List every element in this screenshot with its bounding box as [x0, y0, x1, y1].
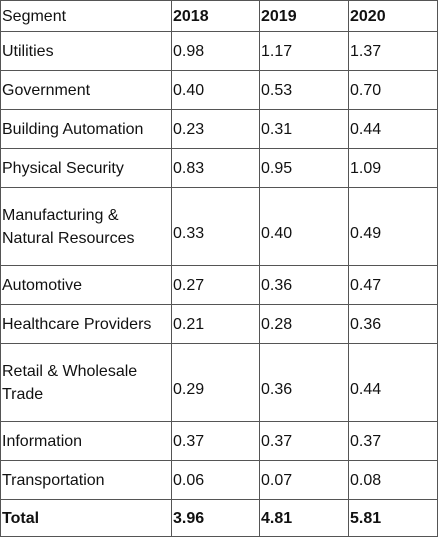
value-2019-cell: 0.31 — [259, 109, 349, 149]
segment-cell: Utilities — [0, 31, 172, 71]
segment-cell: Government — [0, 70, 172, 110]
value-2018-cell: 0.27 — [171, 265, 260, 305]
total-2020: 5.81 — [348, 499, 438, 537]
value-2018-cell: 0.06 — [171, 460, 260, 500]
value-2018-cell: 0.21 — [171, 304, 260, 344]
segment-cell: Manufacturing & Natural Resources — [0, 187, 172, 266]
value-2020-cell: 0.08 — [348, 460, 438, 500]
segment-cell: Information — [0, 421, 172, 461]
value-2019-cell: 0.95 — [259, 148, 349, 188]
value-2019-cell: 0.36 — [259, 265, 349, 305]
table-row: Physical Security 0.83 0.95 1.09 — [0, 148, 438, 188]
value-2019-cell: 0.37 — [259, 421, 349, 461]
total-2018: 3.96 — [171, 499, 260, 537]
table-row: Information 0.37 0.37 0.37 — [0, 421, 438, 461]
value-2020-cell: 0.49 — [348, 187, 438, 266]
value-2020-cell: 0.44 — [348, 109, 438, 149]
header-2018: 2018 — [171, 0, 260, 32]
segment-cell: Retail & Wholesale Trade — [0, 343, 172, 422]
value-2020-cell: 0.37 — [348, 421, 438, 461]
value-2018-cell: 0.40 — [171, 70, 260, 110]
total-label: Total — [0, 499, 172, 537]
value-2020-cell: 0.70 — [348, 70, 438, 110]
total-2019: 4.81 — [259, 499, 349, 537]
segment-cell: Building Automation — [0, 109, 172, 149]
segment-cell: Healthcare Providers — [0, 304, 172, 344]
value-2020-cell: 0.44 — [348, 343, 438, 422]
segment-cell: Transportation — [0, 460, 172, 500]
value-2018-cell: 0.29 — [171, 343, 260, 422]
table-row: Government 0.40 0.53 0.70 — [0, 70, 438, 110]
value-2018-cell: 0.83 — [171, 148, 260, 188]
table-row: Automotive 0.27 0.36 0.47 — [0, 265, 438, 305]
value-2019-cell: 0.40 — [259, 187, 349, 266]
value-2020-cell: 0.36 — [348, 304, 438, 344]
value-2019-cell: 1.17 — [259, 31, 349, 71]
header-segment: Segment — [0, 0, 172, 32]
value-2020-cell: 0.47 — [348, 265, 438, 305]
value-2018-cell: 0.98 — [171, 31, 260, 71]
value-2019-cell: 0.36 — [259, 343, 349, 422]
total-row: Total 3.96 4.81 5.81 — [0, 499, 438, 537]
value-2018-cell: 0.33 — [171, 187, 260, 266]
table-row: Manufacturing & Natural Resources 0.33 0… — [0, 187, 438, 266]
value-2019-cell: 0.07 — [259, 460, 349, 500]
segment-cell: Automotive — [0, 265, 172, 305]
header-row: Segment 2018 2019 2020 — [0, 0, 438, 32]
value-2018-cell: 0.23 — [171, 109, 260, 149]
table-row: Transportation 0.06 0.07 0.08 — [0, 460, 438, 500]
segment-cell: Physical Security — [0, 148, 172, 188]
table-row: Retail & Wholesale Trade 0.29 0.36 0.44 — [0, 343, 438, 422]
value-2019-cell: 0.53 — [259, 70, 349, 110]
header-2020: 2020 — [348, 0, 438, 32]
value-2019-cell: 0.28 — [259, 304, 349, 344]
header-2019: 2019 — [259, 0, 349, 32]
value-2018-cell: 0.37 — [171, 421, 260, 461]
table-row: Building Automation 0.23 0.31 0.44 — [0, 109, 438, 149]
value-2020-cell: 1.09 — [348, 148, 438, 188]
table-row: Healthcare Providers 0.21 0.28 0.36 — [0, 304, 438, 344]
value-2020-cell: 1.37 — [348, 31, 438, 71]
table-row: Utilities 0.98 1.17 1.37 — [0, 31, 438, 71]
